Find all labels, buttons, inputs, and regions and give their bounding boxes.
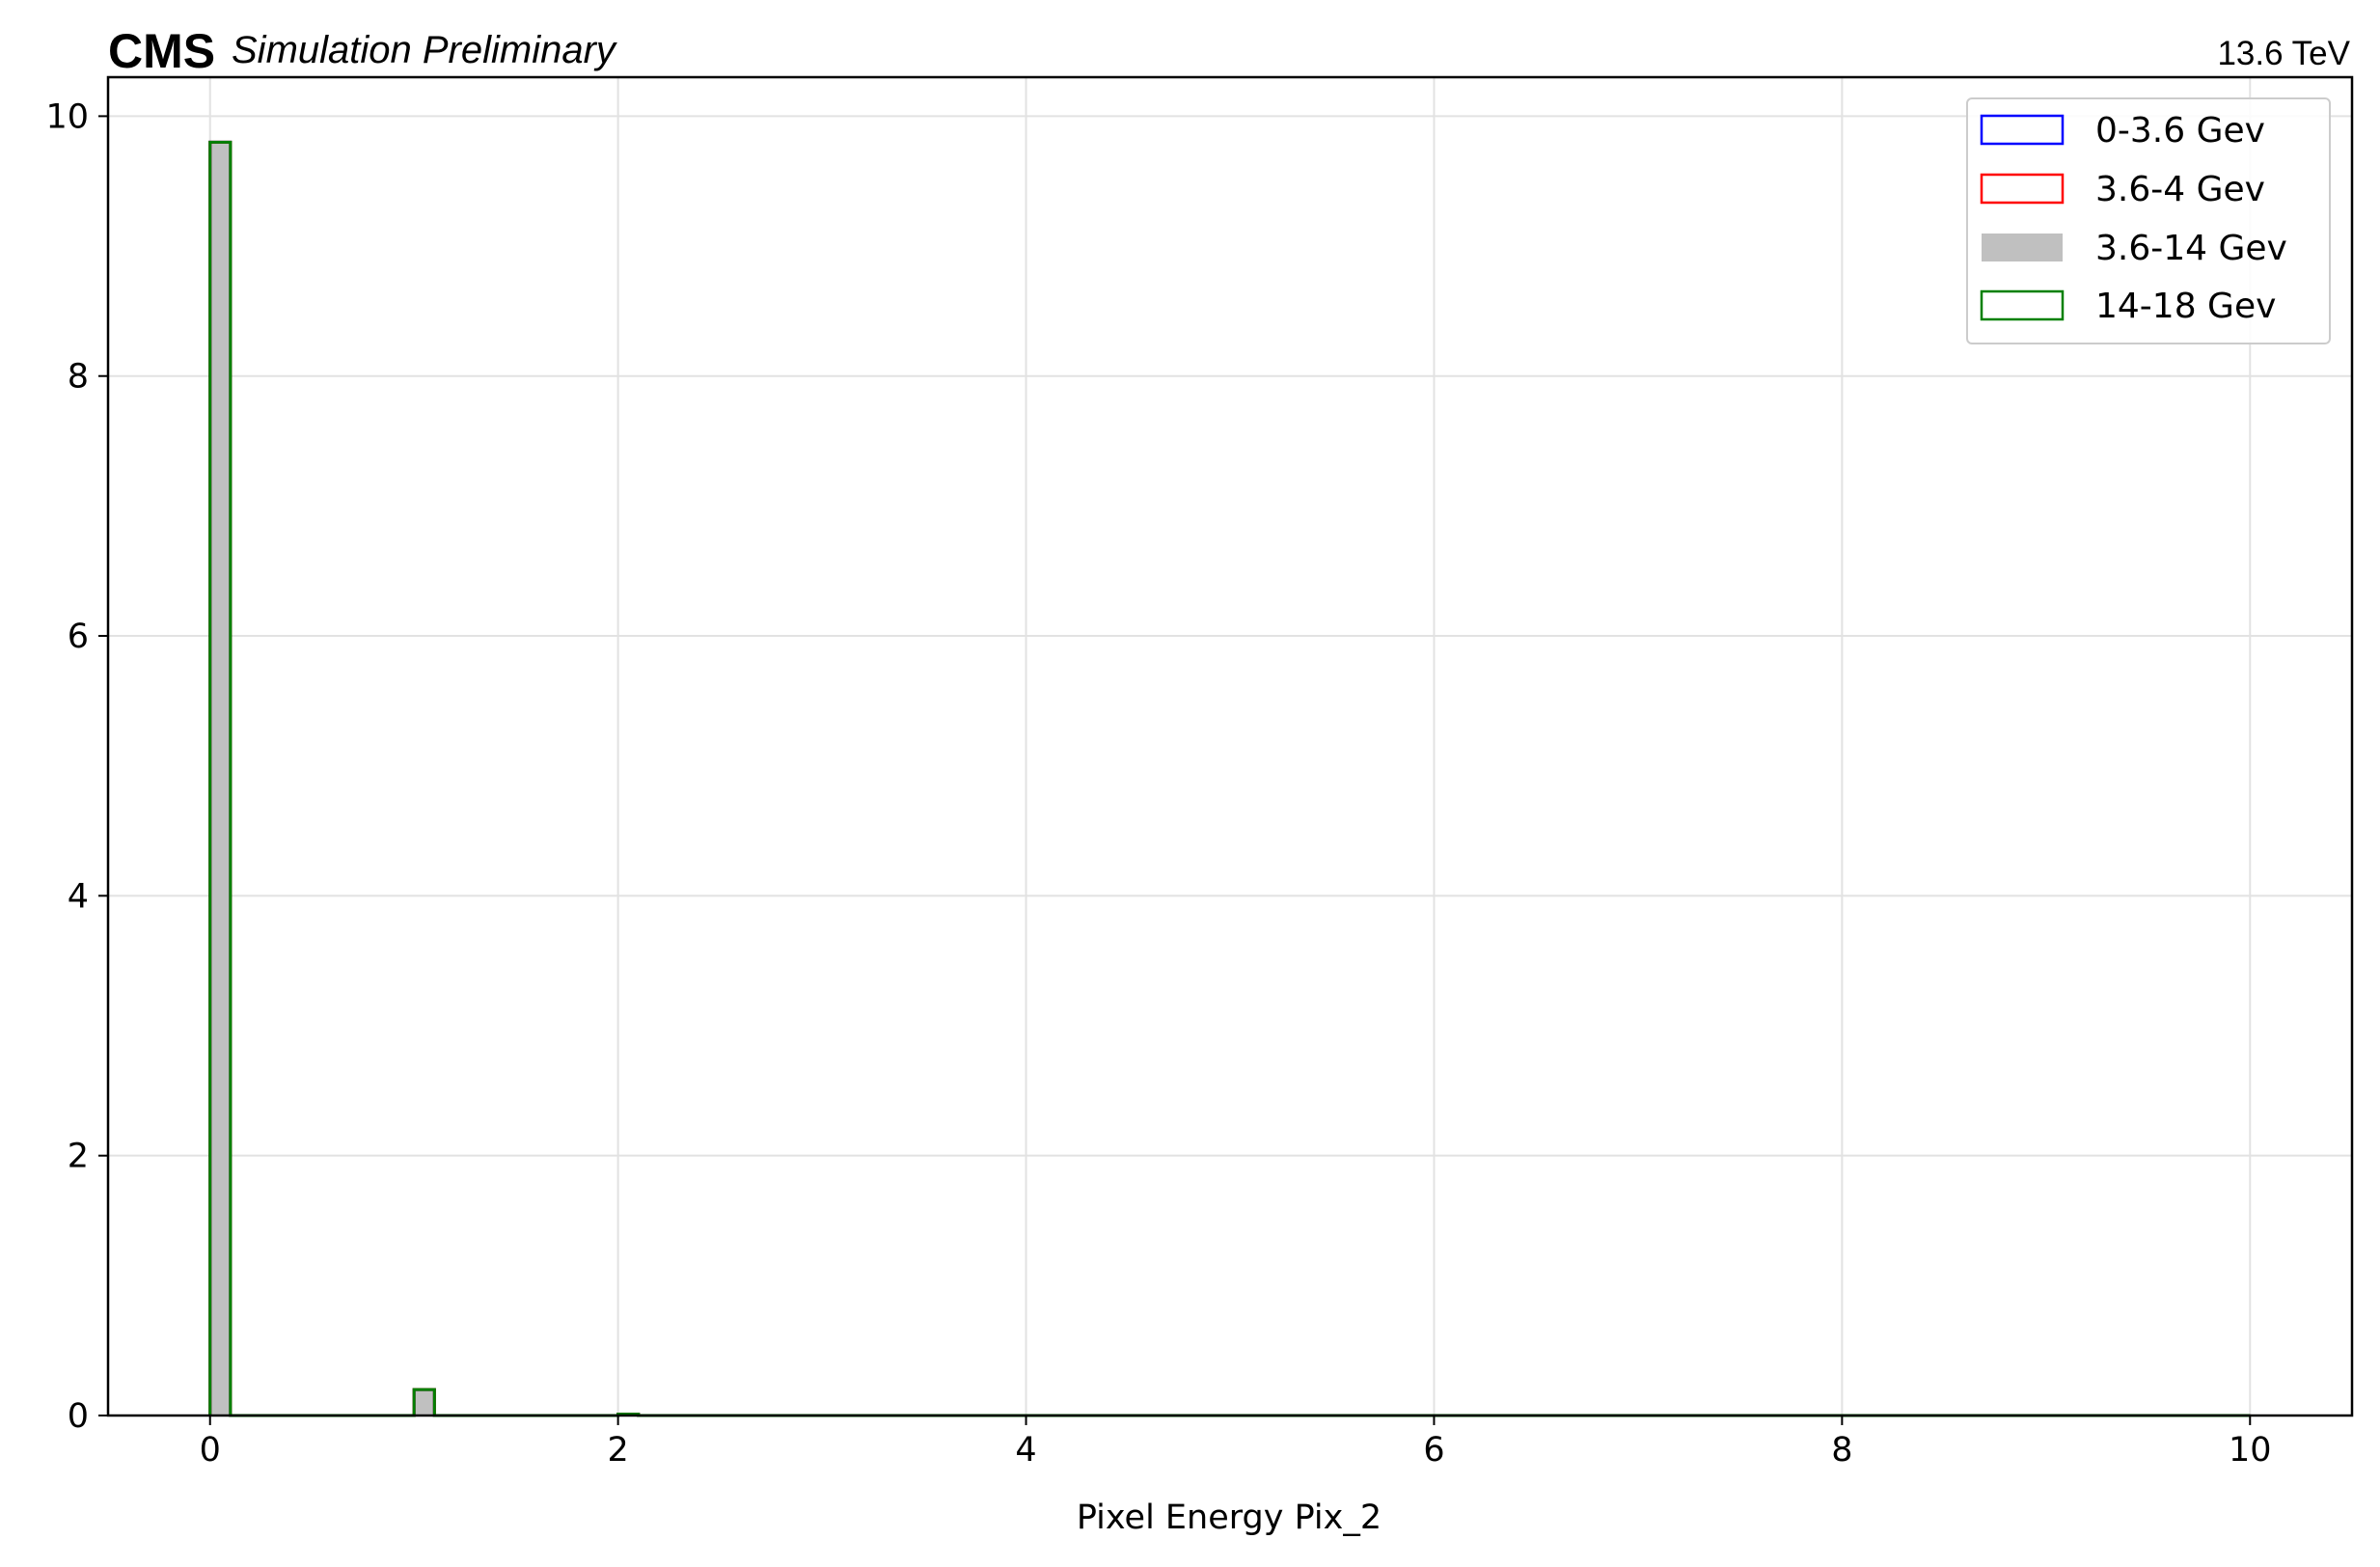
experiment-label: CMS [108, 24, 215, 78]
x-axis-label: Pixel Energy Pix_2 [1077, 1498, 1381, 1537]
legend-swatch-1 [1980, 173, 2065, 205]
legend-label-0: 0-3.6 Gev [2095, 111, 2265, 151]
y-tick-label-5: 10 [45, 97, 89, 136]
axes: 0 2 4 6 8 10 0 2 4 6 8 10 [45, 75, 2354, 1470]
y-tick-label-2: 4 [68, 877, 89, 916]
status-label: Simulation Preliminary [232, 29, 618, 71]
legend-swatch-3 [1980, 289, 2065, 321]
legend-label-2: 3.6-14 Gev [2095, 229, 2287, 268]
legend-entry-2: 3.6-14 Gev [1982, 229, 2287, 268]
x-tick-label-4: 8 [1831, 1431, 1852, 1470]
legend: 0-3.6 Gev 3.6-4 Gev 3.6-14 Gev 14-18 Gev [1966, 97, 2331, 344]
legend-entry-3: 14-18 Gev [1980, 287, 2276, 326]
bar-2-2 [414, 1389, 435, 1416]
legend-label-3: 14-18 Gev [2095, 287, 2276, 326]
plot-frame [106, 75, 2354, 1417]
y-tick-label-4: 8 [68, 358, 89, 397]
histogram-bars [208, 140, 2251, 1417]
x-tick-label-3: 6 [1423, 1431, 1444, 1470]
y-tick-label-1: 2 [68, 1138, 89, 1176]
legend-swatch-2 [1982, 234, 2063, 261]
y-tick-label-0: 0 [68, 1397, 89, 1436]
legend-entry-0: 0-3.6 Gev [1980, 111, 2265, 151]
legend-label-1: 3.6-4 Gev [2095, 170, 2265, 209]
energy-label: 13.6 TeV [2217, 35, 2350, 72]
x-tick-label-5: 10 [2229, 1431, 2272, 1470]
x-tick-label-0: 0 [200, 1431, 221, 1470]
bar-2-0 [209, 142, 231, 1416]
y-tick-label-3: 6 [68, 618, 89, 656]
legend-entry-1: 3.6-4 Gev [1980, 170, 2265, 209]
legend-swatch-0 [1980, 114, 2065, 146]
series-step-3 [208, 140, 2251, 1417]
x-tick-label-2: 4 [1015, 1431, 1036, 1470]
x-tick-label-1: 2 [607, 1431, 628, 1470]
legend-frame [1966, 97, 2331, 344]
